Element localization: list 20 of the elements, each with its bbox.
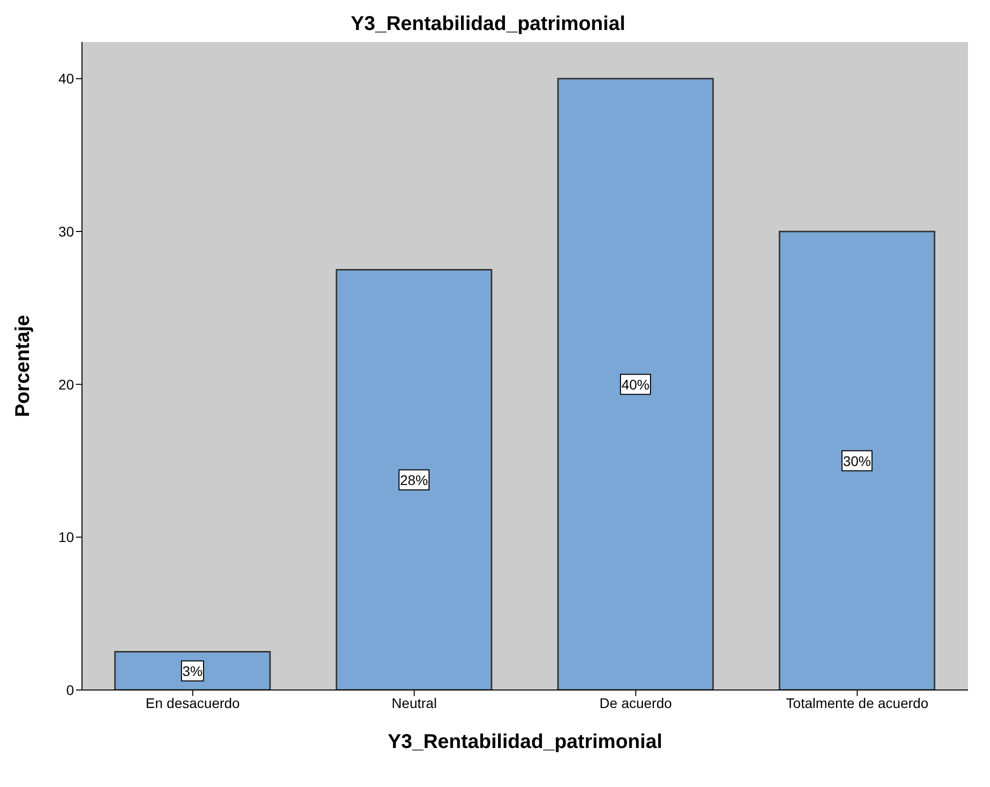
x-tick-label: De acuerdo	[600, 694, 672, 711]
y-tick-label: 0	[66, 682, 74, 698]
x-tick-label: Totalmente de acuerdo	[786, 694, 929, 711]
chart-title: Y3_Rentabilidad_patrimonial	[350, 12, 626, 37]
bar	[114, 651, 271, 690]
y-tick-label: 40	[58, 70, 74, 87]
x-tick-label: Neutral	[392, 694, 437, 711]
data-label: 40%	[621, 376, 650, 392]
x-tick-label: En desacuerdo	[146, 694, 240, 711]
data-label: 30%	[842, 452, 872, 469]
bar	[336, 268, 492, 690]
bar	[557, 78, 714, 690]
bar	[778, 230, 936, 690]
y-tick-label: 30	[58, 223, 74, 240]
y-tick-label: 20	[58, 376, 74, 392]
y-tick-label: 10	[58, 529, 74, 546]
data-label: 28%	[400, 472, 428, 488]
x-axis-title: Y3_Rentabilidad_patrimonial	[388, 731, 662, 753]
y-axis-title: Porcentaje	[12, 314, 34, 418]
data-label: 3%	[182, 662, 203, 679]
